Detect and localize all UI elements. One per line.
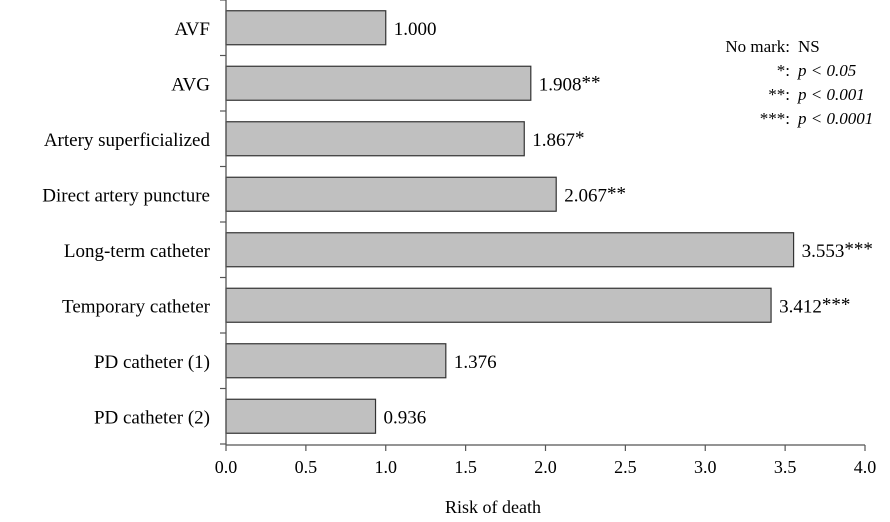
value-label: 1.376 — [454, 352, 497, 373]
legend: No mark: NS *: p < 0.05 **: p < 0.001 ***: p < … — [725, 37, 873, 128]
category-label: Artery superficialized — [44, 130, 211, 151]
x-axis-title: Risk of death — [445, 497, 541, 517]
significance-mark: ** — [582, 72, 601, 93]
category-label: Temporary catheter — [62, 296, 211, 317]
legend-meaning: NS — [798, 37, 820, 56]
legend-meaning: p < 0.05 — [797, 61, 856, 80]
significance-mark: *** — [822, 294, 851, 315]
significance-mark: *** — [844, 239, 873, 260]
legend-mark: ***: — [760, 109, 790, 128]
value-number: 3.412 — [779, 296, 822, 317]
value-label: 3.553*** — [802, 239, 873, 262]
category-label: PD catheter (1) — [94, 352, 210, 373]
bar — [225, 398, 377, 434]
x-tick-label: 0.5 — [295, 457, 318, 477]
bar — [225, 176, 557, 212]
category-label: AVG — [171, 74, 210, 95]
category-label: Long-term catheter — [64, 241, 211, 262]
x-tick-label: 4.0 — [854, 457, 877, 477]
category-label: AVF — [174, 19, 210, 40]
value-label: 1.000 — [394, 19, 437, 40]
x-tick-label: 0.0 — [215, 457, 238, 477]
category-label: PD catheter (2) — [94, 407, 210, 428]
legend-mark: *: — [777, 61, 790, 80]
legend-mark: **: — [768, 85, 790, 104]
value-label: 0.936 — [384, 407, 427, 428]
x-tick-label: 3.0 — [694, 457, 717, 477]
value-number: 1.000 — [394, 19, 437, 40]
significance-mark: * — [575, 128, 585, 149]
value-number: 1.376 — [454, 352, 497, 373]
x-tick-label: 3.5 — [774, 457, 797, 477]
bars-layer: 1.0001.908**1.867*2.067**3.553***3.412**… — [225, 10, 873, 434]
legend-meaning: p < 0.0001 — [797, 109, 873, 128]
x-tick-label: 2.5 — [614, 457, 637, 477]
bar — [225, 343, 447, 379]
value-number: 1.908 — [539, 74, 582, 95]
bar — [225, 287, 772, 323]
value-number: 1.867 — [532, 130, 575, 151]
category-label: Direct artery puncture — [42, 185, 210, 206]
bar — [225, 65, 532, 101]
x-tick-label: 1.0 — [375, 457, 398, 477]
value-label: 1.908** — [539, 72, 601, 95]
value-number: 3.553 — [802, 241, 845, 262]
value-label: 2.067** — [564, 183, 626, 206]
x-tick-label: 2.0 — [534, 457, 557, 477]
value-number: 0.936 — [384, 407, 427, 428]
bar — [225, 10, 387, 46]
value-label: 1.867* — [532, 128, 584, 151]
bar — [225, 121, 525, 157]
legend-mark: No mark: — [725, 37, 790, 56]
bar — [225, 232, 795, 268]
x-tick-label: 1.5 — [454, 457, 477, 477]
value-number: 2.067 — [564, 185, 607, 206]
value-label: 3.412*** — [779, 294, 850, 317]
significance-mark: ** — [607, 183, 626, 204]
legend-meaning: p < 0.001 — [797, 85, 865, 104]
axis-layer: AVF AVG Artery superficialized Direct arter… — [42, 0, 876, 477]
